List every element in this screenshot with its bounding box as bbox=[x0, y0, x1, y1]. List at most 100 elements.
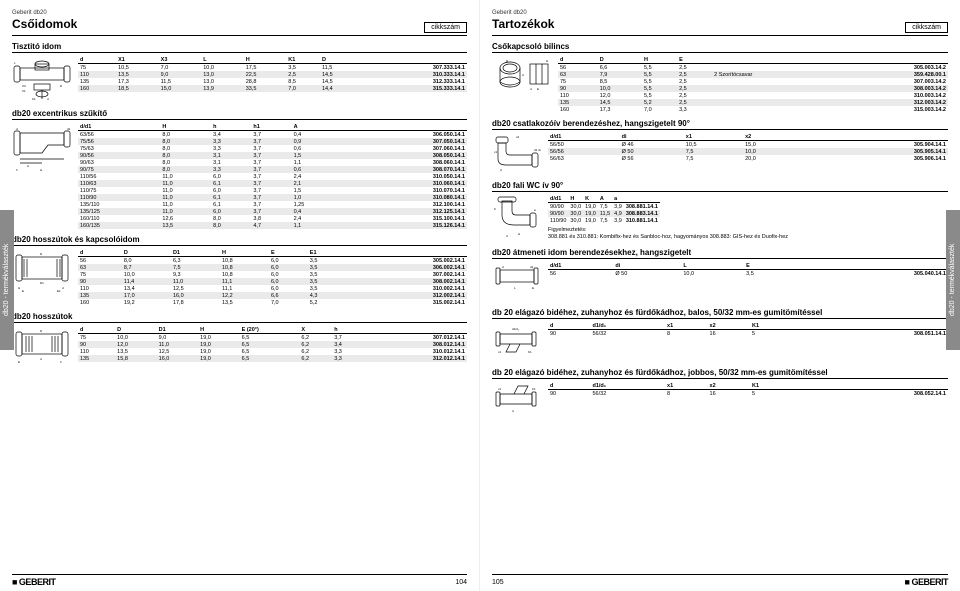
svg-text:X1: X1 bbox=[22, 89, 26, 93]
table-row: 63/568,03,43,70,4306.050.14.1 bbox=[78, 131, 467, 139]
table-row: 110/6311,06,13,72,1310.060.14.1 bbox=[78, 180, 467, 187]
table-row: 566,65,52,5305.003.14.2 bbox=[558, 64, 948, 72]
table-row: 11013,59,013,022,52,514,5310.333.14.1 bbox=[78, 71, 467, 78]
block-csatlakozoiv: db20 csatlakozóív berendezéshez, hangszi… bbox=[492, 119, 948, 175]
table-faliwc: d/d1HKAa90/9030,019,07,53,9308.881.14.19… bbox=[548, 195, 660, 224]
table-row: 90/9030,019,07,53,9308.881.14.1 bbox=[548, 203, 660, 211]
table-kapcsoloidom: dDD1HEE1568,06,310,86,03,5305.002.14.163… bbox=[78, 249, 467, 306]
brand-line-right: Geberit db20 bbox=[492, 10, 948, 16]
svg-text:E: E bbox=[18, 360, 20, 364]
table-row: 9010,05,52,5308.003.14.2 bbox=[558, 85, 948, 92]
block-title-tisztito: Tisztitó idom bbox=[12, 42, 467, 53]
table-row: 56/50Ø 4610,515,0305.904.14.1 bbox=[548, 141, 948, 149]
svg-text:D: D bbox=[40, 329, 43, 333]
note-text: 308.881 és 310.881: Kombifix-hez és Sanb… bbox=[548, 234, 788, 240]
block-atmeneti: db20 átmeneti idom berendezésekhez, hang… bbox=[492, 248, 948, 302]
svg-text:D1: D1 bbox=[40, 281, 44, 285]
svg-text:X3: X3 bbox=[22, 84, 26, 88]
footer-left: ■ GEBERIT 104 bbox=[12, 574, 467, 587]
svg-text:d: d bbox=[16, 127, 18, 131]
side-tab-left: db20 - termékválaszték bbox=[0, 210, 14, 350]
cikkszam-label-left: cikkszám bbox=[424, 22, 467, 33]
table-row: 13517,311,513,028,88,514,5312.333.14.1 bbox=[78, 78, 467, 85]
table-row: 568,06,310,86,03,5305.002.14.1 bbox=[78, 257, 467, 265]
svg-text:h: h bbox=[16, 168, 18, 172]
section-title-right: Tartozékok bbox=[492, 17, 554, 31]
svg-text:a: a bbox=[534, 208, 536, 212]
block-bilincs: Csőkapcsoló bilincs D d E bbox=[492, 42, 948, 113]
table-row: 75/568,03,33,70,9307.050.14.1 bbox=[78, 138, 467, 145]
pagenum-left: 104 bbox=[455, 579, 467, 586]
diagram-tisztito: L X3 X1 D K1 d bbox=[12, 56, 72, 103]
svg-text:d1/d₁: d1/d₁ bbox=[512, 327, 519, 331]
block-faliwc: db20 fali WC ív 90° K H a d d/d1HKAa90/9… bbox=[492, 181, 948, 242]
table-row: 13514,55,22,5312.003.14.2 bbox=[558, 99, 948, 106]
table-row: 11013,512,519,06,56,23,3310.012.14.1 bbox=[78, 348, 467, 355]
diagram-atmeneti: d d1 L E bbox=[492, 262, 542, 302]
cikkszam-label-right: cikkszám bbox=[905, 22, 948, 33]
diagram-elagazo-balos: d1/d₁ x1 K1 bbox=[492, 322, 542, 362]
block-elagazo-jobbos: db 20 elágazó bidéhez, zuhanyhoz és fürd… bbox=[492, 368, 948, 422]
diagram-csatlakozoiv: x2 x1 d1 di d bbox=[492, 133, 542, 175]
table-hosszutok: dDD1HE (20°)Xh7510,09,019,06,56,23,7307.… bbox=[78, 326, 467, 362]
diagram-bilincs: D d E d H bbox=[492, 56, 552, 103]
svg-text:d1: d1 bbox=[530, 265, 534, 269]
diagram-hosszutok: D d E h bbox=[12, 326, 72, 368]
table-elagazo-balos: dd1/d₁x1x2K19056/328165308.051.14.1 bbox=[548, 322, 948, 337]
svg-text:E: E bbox=[532, 286, 534, 290]
pagenum-right: 105 bbox=[492, 579, 504, 586]
svg-text:d1: d1 bbox=[67, 127, 71, 131]
svg-text:E: E bbox=[537, 87, 539, 91]
table-row: 90/9030,019,011,54,9308.883.14.1 bbox=[548, 210, 660, 217]
brand-line-left: Geberit db20 bbox=[12, 10, 467, 16]
geberit-logo-left: ■ GEBERIT bbox=[12, 577, 55, 587]
svg-text:K1: K1 bbox=[32, 97, 36, 101]
geberit-logo-right: ■ GEBERIT bbox=[905, 577, 948, 587]
section-title-left: Csőidomok bbox=[12, 17, 77, 31]
table-row: 638,77,510,86,03,5306.002.14.1 bbox=[78, 264, 467, 271]
svg-text:d: d bbox=[512, 409, 514, 413]
table-row: 110/5611,06,03,72,4310.050.14.1 bbox=[78, 173, 467, 180]
table-row: 9056/328165308.051.14.1 bbox=[548, 330, 948, 338]
side-tab-right: db20 - termékválaszték bbox=[946, 210, 960, 350]
table-row: 135/12511,06,03,70,4312.125.14.1 bbox=[78, 208, 467, 215]
block-title-elagazo-jobbos: db 20 elágazó bidéhez, zuhanyhoz és fürd… bbox=[492, 368, 948, 379]
svg-text:d: d bbox=[62, 286, 64, 290]
block-title-faliwc: db20 fali WC ív 90° bbox=[492, 181, 948, 192]
table-tisztito: dX1X3LHK1D7510,57,010,017,53,511,5307.33… bbox=[78, 56, 467, 92]
svg-text:h: h bbox=[60, 360, 62, 364]
block-title-atmeneti: db20 átmeneti idom berendezésekhez, hang… bbox=[492, 248, 948, 259]
table-row: 13517,016,012,26,64,3312.002.14.1 bbox=[78, 292, 467, 299]
table-row: 16019,217,813,57,05,2315.002.14.1 bbox=[78, 299, 467, 306]
svg-text:H: H bbox=[18, 286, 20, 290]
block-tisztito: Tisztitó idom L X3 X1 bbox=[12, 42, 467, 103]
table-row: 7510,09,019,06,56,23,7307.012.14.1 bbox=[78, 334, 467, 342]
svg-text:E1: E1 bbox=[57, 289, 61, 293]
svg-text:H: H bbox=[40, 168, 42, 172]
table-row: 160/13513,58,04,71,1315.126.14.1 bbox=[78, 222, 467, 229]
svg-text:d: d bbox=[47, 97, 49, 101]
svg-text:E: E bbox=[22, 289, 24, 293]
table-row: 16017,37,03,3315.003.14.2 bbox=[558, 106, 948, 113]
svg-text:K1: K1 bbox=[528, 350, 532, 354]
table-row: 90/638,03,13,71,1308.060.14.1 bbox=[78, 159, 467, 166]
svg-text:x2: x2 bbox=[516, 135, 520, 139]
svg-text:H: H bbox=[546, 59, 548, 63]
svg-text:d: d bbox=[522, 73, 524, 77]
svg-text:L: L bbox=[514, 286, 516, 290]
table-row: 90/758,03,33,70,6308.070.14.1 bbox=[78, 166, 467, 173]
svg-text:K: K bbox=[494, 207, 496, 211]
block-elagazo-balos: db 20 elágazó bidéhez, zuhanyhoz és fürd… bbox=[492, 308, 948, 362]
svg-text:L: L bbox=[14, 61, 16, 65]
table-row: 160/11012,68,03,82,4315.100.14.1 bbox=[78, 215, 467, 222]
table-row: 135/11011,06,13,71,25312.100.14.1 bbox=[78, 201, 467, 208]
svg-text:K1: K1 bbox=[532, 387, 536, 391]
block-title-bilincs: Csőkapcsoló bilincs bbox=[492, 42, 948, 53]
svg-text:d: d bbox=[40, 357, 42, 361]
table-row: 9011,411,011,16,03,5308.002.14.1 bbox=[78, 278, 467, 285]
svg-text:x1: x1 bbox=[494, 150, 498, 154]
block-title-csatlakozoiv: db20 csatlakozóív berendezéshez, hangszi… bbox=[492, 119, 948, 130]
footer-right: 105 ■ GEBERIT bbox=[492, 574, 948, 587]
diagram-faliwc: K H a d bbox=[492, 195, 542, 242]
table-row: 56/63Ø 567,520,0305.906.14.1 bbox=[548, 155, 948, 162]
